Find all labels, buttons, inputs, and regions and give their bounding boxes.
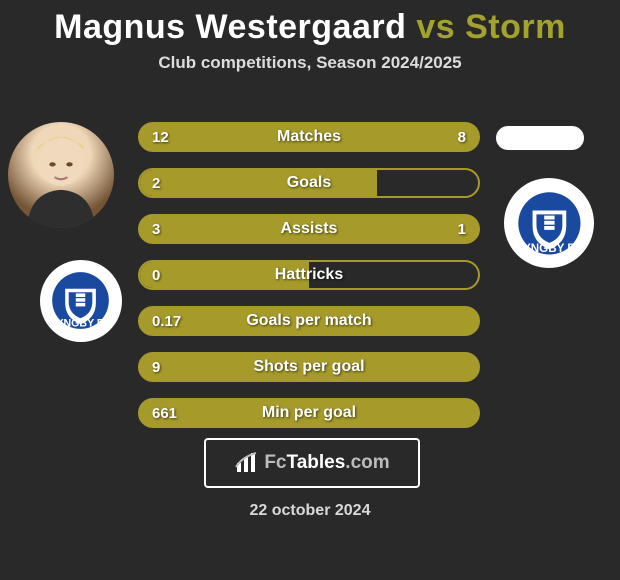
player1-silhouette-icon bbox=[8, 122, 114, 228]
footer-date: 22 october 2024 bbox=[0, 502, 620, 520]
stat-label: Min per goal bbox=[140, 404, 478, 422]
stat-value-left: 0.17 bbox=[152, 308, 181, 334]
svg-text:YNGBY B: YNGBY B bbox=[523, 242, 576, 255]
stat-value-left: 9 bbox=[152, 354, 160, 380]
stat-value-left: 661 bbox=[152, 400, 177, 426]
stat-label: Matches bbox=[140, 128, 478, 146]
stat-label: Goals bbox=[140, 174, 478, 192]
stat-label: Hattricks bbox=[140, 266, 478, 284]
title-vs: vs bbox=[416, 8, 455, 46]
stat-row: Goals per match0.17 bbox=[138, 306, 480, 336]
stat-row: Assists3 1 bbox=[138, 214, 480, 244]
stats-container: Matches12 8 Goals2 Assists3 1 Hattricks0 Goals… bbox=[138, 122, 480, 444]
player2-team-badge: YNGBY B bbox=[504, 178, 594, 268]
stat-value-left: 2 bbox=[152, 170, 160, 196]
lyngby-crest-icon: YNGBY B bbox=[51, 271, 110, 330]
lyngby-crest-icon: YNGBY B bbox=[517, 191, 582, 256]
stat-value-left: 3 bbox=[152, 216, 160, 242]
brand-text: FcTables.com bbox=[264, 452, 389, 474]
player1-team-badge: YNGBY B bbox=[40, 260, 122, 342]
brand-suffix: .com bbox=[345, 452, 389, 473]
page-title: Magnus Westergaard vs Storm bbox=[0, 0, 620, 47]
player2-flag bbox=[496, 126, 584, 150]
comparison-infographic: Magnus Westergaard vs Storm Club competi… bbox=[0, 0, 620, 580]
svg-text:YNGBY B: YNGBY B bbox=[57, 318, 105, 330]
fctables-badge: FcTables.com bbox=[204, 438, 420, 488]
stat-row: Goals2 bbox=[138, 168, 480, 198]
stat-value-right: 8 bbox=[458, 124, 466, 150]
brand-main: Tables bbox=[287, 452, 346, 473]
stat-label: Goals per match bbox=[140, 312, 478, 330]
stat-value-left: 0 bbox=[152, 262, 160, 288]
stat-row: Hattricks0 bbox=[138, 260, 480, 290]
title-player2: Storm bbox=[465, 8, 566, 46]
stat-row: Shots per goal9 bbox=[138, 352, 480, 382]
player1-photo bbox=[8, 122, 114, 228]
stat-value-left: 12 bbox=[152, 124, 169, 150]
brand-prefix: Fc bbox=[264, 452, 286, 473]
stat-value-right: 1 bbox=[458, 216, 466, 242]
bar-chart-icon bbox=[234, 451, 258, 475]
stat-label: Shots per goal bbox=[140, 358, 478, 376]
stat-row: Min per goal661 bbox=[138, 398, 480, 428]
title-player1: Magnus Westergaard bbox=[54, 8, 406, 46]
stat-label: Assists bbox=[140, 220, 478, 238]
subtitle: Club competitions, Season 2024/2025 bbox=[0, 53, 620, 73]
stat-row: Matches12 8 bbox=[138, 122, 480, 152]
